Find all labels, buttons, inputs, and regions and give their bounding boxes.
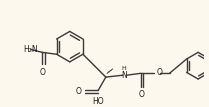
Text: O: O <box>139 90 145 99</box>
Text: HO: HO <box>92 97 104 106</box>
Text: O: O <box>75 87 81 96</box>
Text: N: N <box>121 71 127 80</box>
Text: O: O <box>39 68 45 77</box>
Text: O: O <box>156 68 162 77</box>
Text: H: H <box>121 66 126 71</box>
Text: H₂N: H₂N <box>23 45 38 54</box>
